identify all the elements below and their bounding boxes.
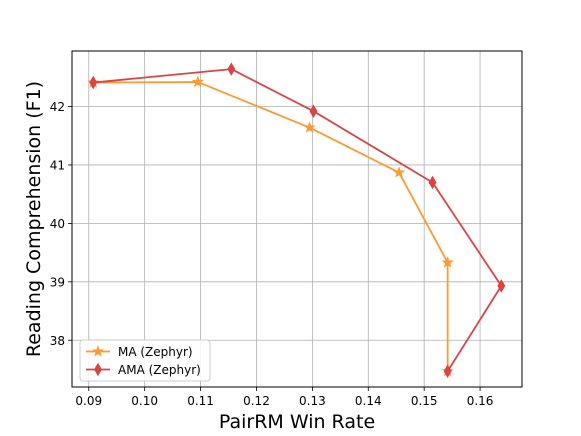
series-line (93, 81, 449, 372)
x-tick-label: 0.15 (411, 394, 438, 408)
x-tick-label: 0.13 (299, 394, 326, 408)
x-axis-label: PairRM Win Rate (219, 411, 375, 433)
x-tick-label: 0.09 (75, 394, 102, 408)
legend-label: MA (Zephyr) (118, 345, 193, 359)
x-tick-label: 0.14 (355, 394, 382, 408)
data-point (309, 104, 318, 118)
legend-box (79, 339, 211, 382)
legend-label: AMA (Zephyr) (118, 363, 201, 377)
data-point (303, 121, 316, 133)
data-point (497, 279, 506, 293)
data-point (89, 75, 98, 90)
y-tick-label: 42 (50, 100, 65, 114)
x-tick-label: 0.12 (243, 394, 270, 408)
x-tick-label: 0.11 (187, 394, 214, 408)
data-point (428, 175, 437, 190)
y-tick-label: 41 (50, 158, 65, 172)
data-point (392, 166, 406, 178)
x-tick-label: 0.10 (131, 394, 158, 408)
legend: MA (Zephyr) AMA (Zephyr) (79, 339, 211, 382)
plot-frame (71, 50, 523, 388)
legend-marker (91, 345, 105, 357)
data-point (191, 75, 204, 88)
legend-item: AMA (Zephyr) (86, 362, 201, 377)
data-point (227, 62, 236, 76)
y-tick-label: 40 (50, 217, 65, 231)
legend-marker (94, 362, 102, 377)
y-axis-label: Reading Comprehension (F1) (23, 81, 45, 357)
series-layer (87, 62, 506, 379)
ticks: 0.09 0.10 0.11 0.12 0.13 0.14 0.15 0.16 38 39 40 41… (50, 100, 494, 408)
series-ama (89, 62, 506, 379)
y-tick-label: 38 (50, 334, 65, 348)
y-tick-label: 39 (50, 275, 65, 289)
data-point (441, 256, 454, 268)
data-point (443, 364, 452, 379)
legend-item: MA (Zephyr) (86, 345, 193, 359)
series-line (93, 68, 503, 372)
x-tick-label: 0.16 (467, 394, 494, 408)
